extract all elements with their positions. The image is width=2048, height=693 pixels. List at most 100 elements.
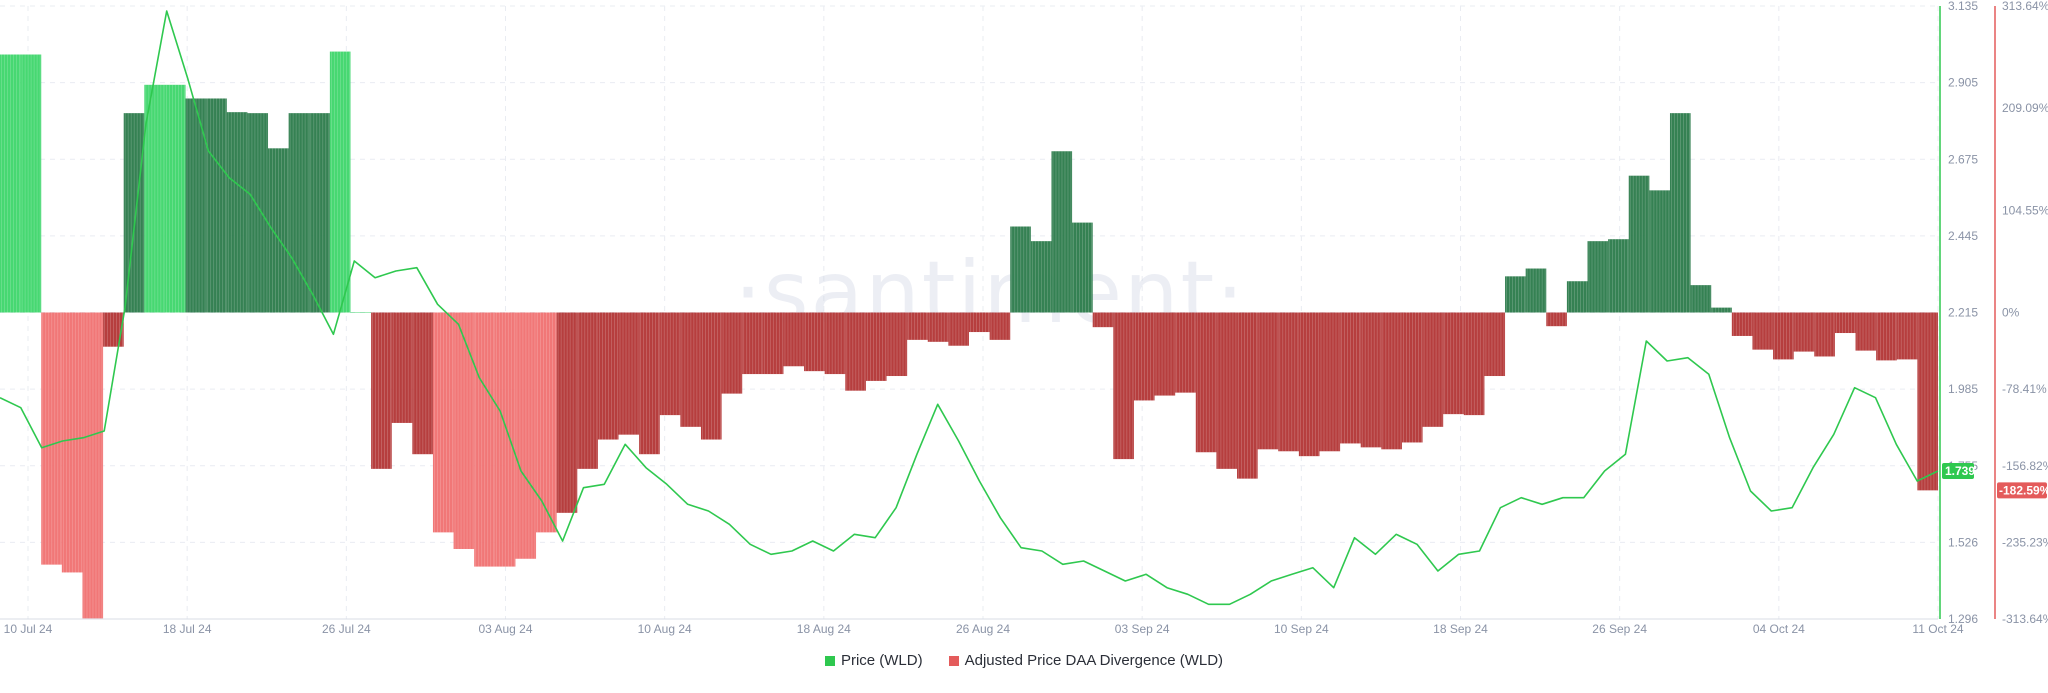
divergence-bar-fill [1401,312,1423,443]
price-tick-label: 1.985 [1948,382,1978,396]
x-tick-label: 04 Oct 24 [1753,622,1805,636]
divergence-bar-fill [432,312,454,533]
divergence-bar-fill [1793,312,1815,352]
divergence-bar [1669,113,1691,313]
x-tick-label: 03 Aug 24 [478,622,532,636]
divergence-bar-fill [1010,226,1031,313]
divergence-bar-fill [1814,312,1835,357]
divergence-bar [1690,285,1712,313]
divergence-bar-fill [1628,175,1650,313]
divergence-bar-fill [1876,312,1897,361]
divergence-bar-fill [1030,241,1052,313]
divergence-bar [1010,226,1031,313]
divergence-bar [762,312,784,375]
divergence-bar [969,312,990,333]
x-tick-label: 10 Jul 24 [4,622,53,636]
divergence-bar-fill [556,312,578,513]
divergence-bar [474,312,495,567]
divergence-bar [1401,312,1423,443]
divergence-bar-fill [350,312,372,313]
divergence-bar [247,113,269,313]
divergence-bar [206,98,227,313]
divergence-bar [453,312,475,549]
divergence-bar [1340,312,1361,444]
divergence-bar-fill [1216,312,1238,469]
divergence-bar [1649,190,1670,313]
divergence-bar [1237,312,1258,479]
divergence-bar [268,148,289,313]
divergence-bar-fill [1133,312,1155,401]
divergence-bar-fill [1917,312,1938,491]
divergence-bar [742,312,763,375]
divergence-bar-fill [1278,312,1299,452]
divergence-bar-fill [1731,312,1753,336]
price-tick-label: 2.675 [1948,152,1978,166]
divergence-bar-fill [226,112,248,313]
divergence-bar [1566,281,1588,313]
divergence-bar-fill [41,312,62,565]
divergence-bar [371,312,392,469]
divergence-tick-label: 209.09% [2002,101,2048,115]
x-tick-label: 18 Sep 24 [1433,622,1488,636]
divergence-bar [1525,268,1547,313]
divergence-bar-fill [804,312,825,372]
x-tick-label: 18 Jul 24 [163,622,212,636]
x-tick-label: 11 Oct 24 [1912,622,1963,636]
divergence-bar-fill [1072,222,1093,313]
divergence-bar [927,312,949,342]
divergence-bar-fill [123,113,145,313]
divergence-bar-fill [82,312,104,619]
divergence-bar [1030,241,1052,313]
legend-item-price[interactable]: Price (WLD) [824,652,923,669]
divergence-bar-fill [1752,312,1774,350]
divergence-bar [1360,312,1382,448]
divergence-bar-fill [865,312,887,381]
price-tick-label: 2.445 [1948,229,1978,243]
divergence-bar-fill [1711,307,1732,313]
divergence-tick-label: -78.41% [2002,382,2047,396]
divergence-bar-fill [639,312,660,455]
price-tick-label: 1.296 [1948,612,1978,626]
legend-item-divergence[interactable]: Adjusted Price DAA Divergence (WLD) [948,652,1223,669]
divergence-bar-fill [1463,312,1485,416]
divergence-bar [1876,312,1897,361]
divergence-bar [1752,312,1774,350]
divergence-bar [948,312,969,346]
divergence-tick-label: 104.55% [2002,203,2048,217]
divergence-bar [103,312,124,347]
divergence-tick-label: -313.64% [2002,612,2048,626]
price-tick-label: 3.135 [1948,0,1978,13]
divergence-bar [1773,312,1794,360]
divergence-bar-fill [371,312,392,469]
divergence-bar-fill [1340,312,1361,444]
divergence-bar-fill [1834,312,1856,334]
divergence-bar [824,312,846,375]
divergence-bar-fill [144,84,165,313]
divergence-bar [1484,312,1506,377]
divergence-bar-fill [845,312,866,391]
divergence-bar-fill [1051,151,1073,313]
divergence-bar-fill [886,312,908,377]
x-tick-label: 10 Sep 24 [1274,622,1329,636]
x-tick-label: 26 Jul 24 [322,622,371,636]
divergence-bar-fill [927,312,949,342]
divergence-bar [865,312,887,381]
divergence-bar-fill [742,312,763,375]
divergence-bar-fill [1360,312,1382,448]
x-tick-label: 26 Sep 24 [1592,622,1647,636]
axes [0,6,1996,620]
divergence-bar [391,312,413,423]
divergence-bar [1855,312,1877,351]
divergence-bar [618,312,640,435]
divergence-bar-fill [1195,312,1217,453]
divergence-bar [1834,312,1856,334]
price-swatch-icon [824,655,835,666]
divergence-bar [1422,312,1444,427]
divergence-bar-fill [1525,268,1547,313]
divergence-bar-fill [721,312,743,394]
divergence-bar [1154,312,1176,396]
divergence-bar [1505,276,1526,313]
divergence-bar [144,84,165,313]
divergence-bar-fill [61,312,83,573]
current-price-label: 1.739 [1945,464,1975,478]
